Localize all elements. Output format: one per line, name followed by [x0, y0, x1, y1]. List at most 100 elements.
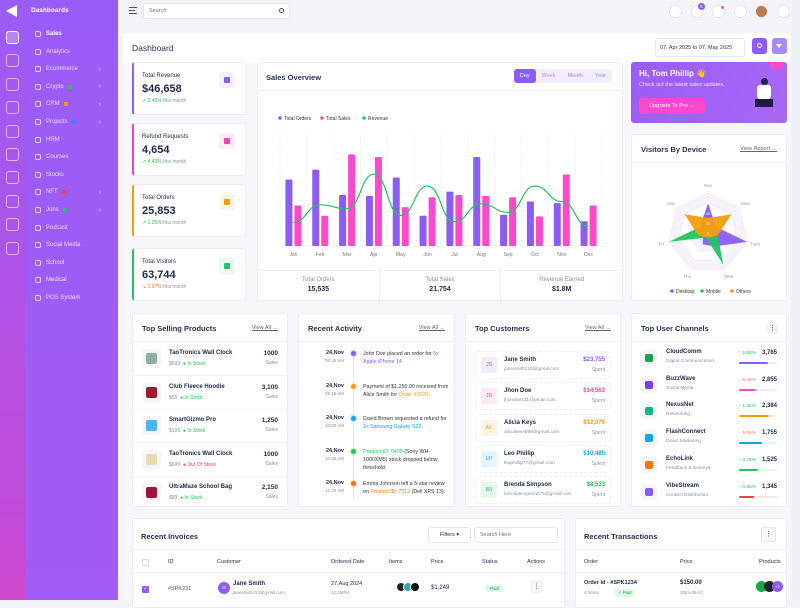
bar-total-sales[interactable]	[589, 205, 597, 246]
order-id[interactable]: Order Id - #SPK1234	[584, 580, 637, 586]
bar-total-sales[interactable]	[321, 215, 329, 246]
select-all-checkbox[interactable]	[142, 559, 149, 566]
filters-dropdown[interactable]: Filters ▾	[428, 527, 471, 543]
bar-total-sales[interactable]	[562, 174, 570, 246]
product-list-item[interactable]: SmartGizmo Pro $199 ● In Stock 1,250 Sal…	[133, 409, 287, 444]
file-icon[interactable]	[6, 101, 19, 115]
settings-gear-icon[interactable]	[777, 5, 790, 18]
bar-total-orders[interactable]	[500, 214, 508, 246]
store-icon[interactable]	[6, 194, 19, 208]
sidebar-item-social-media[interactable]: Social Media	[35, 238, 115, 252]
channel-item[interactable]: CloudComm Digital Communication ↑ 2.08% …	[632, 348, 786, 374]
filter-button[interactable]	[772, 38, 787, 54]
sidebar-item-stocks[interactable]: Stocks	[35, 168, 115, 182]
customer-list-item[interactable]: JS Jane Smith janesmith215@gmail.com $23…	[475, 351, 611, 379]
invoice-id[interactable]: #SPK231	[168, 586, 192, 592]
bar-total-sales[interactable]	[401, 207, 409, 246]
bar-total-orders[interactable]	[285, 179, 293, 246]
row-actions-button[interactable]: ⋮	[531, 581, 542, 593]
activity-link[interactable]: Product ID: 7312	[370, 489, 411, 496]
radar-series-others[interactable]	[684, 214, 732, 238]
date-range-picker[interactable]: 07, Apr 2025 to 07, May 2025	[655, 38, 745, 57]
bar-total-sales[interactable]	[428, 197, 436, 246]
sidebar-item-crypto[interactable]: Crypto ›	[35, 80, 115, 94]
upgrade-button[interactable]: Upgrade To Pro →	[639, 98, 705, 114]
sidebar-item-crm[interactable]: CRM ›	[35, 97, 115, 111]
sidebar-item-school[interactable]: School	[35, 256, 115, 270]
activity-link[interactable]: Product ID: 5409	[363, 448, 403, 455]
menu-toggle-icon[interactable]	[129, 7, 137, 14]
home-icon[interactable]	[6, 31, 19, 44]
view-report-link[interactable]: View Report →	[740, 146, 777, 152]
bar-total-sales[interactable]	[509, 197, 517, 246]
row-checkbox[interactable]: ✓	[142, 586, 149, 593]
language-icon[interactable]	[669, 5, 682, 18]
layers-icon[interactable]	[6, 77, 19, 91]
gift-icon[interactable]	[6, 148, 19, 161]
tab-week[interactable]: Week	[541, 73, 556, 79]
sidebar-item-podcast[interactable]: Podcast	[35, 221, 115, 235]
scrollbar[interactable]	[792, 0, 800, 600]
sidebar-item-nft[interactable]: NFT ›	[35, 185, 115, 199]
sidebar-item-pos-system[interactable]: POS System	[35, 291, 115, 305]
product-list-item[interactable]: UltraMaze School Bag $89 ● In Stock 2,15…	[133, 476, 287, 511]
bar-total-orders[interactable]	[553, 203, 561, 246]
bar-total-sales[interactable]	[482, 195, 490, 246]
tab-year[interactable]: Year	[594, 73, 606, 79]
apps-icon[interactable]	[6, 54, 19, 68]
sidebar-item-medical[interactable]: Medical	[35, 273, 115, 287]
customer-list-item[interactable]: AK Alicia Keys aliciakeys986@gmail.com $…	[475, 413, 611, 442]
product-list-item[interactable]: TaoTronics Wall Clock $699 ● In Stock 10…	[133, 342, 287, 376]
refresh-button[interactable]	[752, 38, 767, 54]
view-all-link[interactable]: View All →	[584, 325, 611, 331]
sidebar-item-hrm[interactable]: HRM	[35, 133, 115, 147]
view-all-link[interactable]: View All →	[418, 325, 445, 331]
bar-total-orders[interactable]	[446, 191, 454, 246]
bar-total-orders[interactable]	[312, 169, 320, 246]
bar-total-orders[interactable]	[339, 194, 347, 246]
revenue-line[interactable]	[293, 173, 589, 227]
table-icon[interactable]	[6, 241, 19, 255]
bar-total-sales[interactable]	[348, 154, 356, 246]
cart-icon[interactable]: 5	[691, 3, 705, 18]
tab-month[interactable]: Month	[567, 73, 583, 79]
compass-icon[interactable]	[6, 171, 19, 185]
diamond-icon[interactable]	[6, 124, 19, 138]
channel-item[interactable]: VibeStream Content Distribution ↑ 0.95% …	[632, 482, 786, 508]
bar-total-sales[interactable]	[535, 216, 543, 246]
bar-total-sales[interactable]	[294, 205, 302, 246]
bar-total-orders[interactable]	[419, 215, 427, 246]
fullscreen-icon[interactable]	[734, 5, 747, 18]
notification-bell-icon[interactable]	[712, 5, 725, 18]
view-all-link[interactable]: View All →	[251, 325, 278, 331]
channel-item[interactable]: FlashConnect Direct Marketing ↓ 5.01% 1,…	[632, 428, 786, 454]
sidebar-item-projects[interactable]: Projects ›	[35, 115, 115, 129]
sidebar-item-sales[interactable]: Sales	[35, 27, 115, 41]
customer-list-item[interactable]: BS Brenda Simpson brendasimpson075@gmail…	[475, 476, 611, 505]
activity-link[interactable]: Order #1020	[398, 391, 429, 398]
sidebar-item-courses[interactable]: Courses	[35, 150, 115, 164]
activity-link[interactable]: 1x Samsung Galaxy S22	[363, 424, 422, 431]
bar-total-orders[interactable]	[580, 221, 588, 246]
search-input[interactable]	[149, 8, 269, 14]
tab-day[interactable]: Day	[513, 69, 536, 83]
bar-total-orders[interactable]	[473, 157, 481, 246]
channel-item[interactable]: EchoLink Feedback & Surveys ↑ 3.75% 1,52…	[632, 455, 786, 481]
more-options-button[interactable]: ⋮	[767, 323, 778, 334]
bar-total-orders[interactable]	[392, 177, 400, 246]
activity-link[interactable]: 5x Apple iPhone 14	[363, 351, 439, 366]
product-list-item[interactable]: TaoTronics Wall Clock $699 ● Out Of Stoc…	[133, 443, 287, 477]
customer-list-item[interactable]: LP Leo Phillip leophillip77@gmail.com $1…	[475, 444, 611, 473]
channel-item[interactable]: BuzzWave Social Media ↓ 6.45% 2,855	[632, 375, 786, 401]
user-avatar[interactable]	[755, 5, 768, 18]
bar-total-orders[interactable]	[526, 201, 534, 246]
customer-list-item[interactable]: JD Jhon Doe jhondoe431@gmail.com $14,563…	[475, 382, 611, 411]
invoice-search-input[interactable]	[474, 527, 558, 543]
sidebar-item-ecommerce[interactable]: Ecommerce ›	[35, 62, 115, 76]
channel-item[interactable]: NexusNet Networking ↑ 1.95% 2,384	[632, 401, 786, 427]
sidebar-item-jobs[interactable]: Jobs ›	[35, 203, 115, 217]
sidebar-item-analytics[interactable]: Analytics	[35, 45, 115, 59]
chart-icon[interactable]	[6, 218, 19, 232]
product-list-item[interactable]: Club Fleece Hoodie $55 ● In Stock 3,100 …	[133, 376, 287, 410]
more-options-button[interactable]: ⋮	[761, 527, 776, 542]
